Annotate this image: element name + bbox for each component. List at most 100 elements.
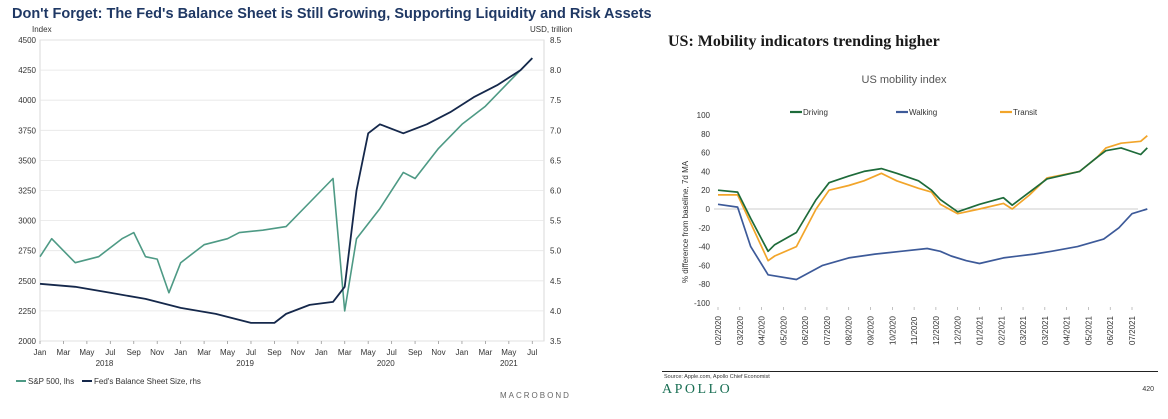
- left-xtick-label: Mar: [57, 348, 71, 357]
- right-xtick-label: 09/2020: [867, 316, 876, 345]
- right-xtick-label: 04/2020: [758, 316, 767, 345]
- series-line-walking: [717, 203, 1148, 281]
- left-axis-label: Index: [32, 25, 52, 34]
- left-xtick-label: Jan: [34, 348, 47, 357]
- macrobond-logo: MACROBOND: [500, 391, 571, 400]
- right-xtick-label: 03/2021: [1041, 316, 1050, 345]
- left-ytick-label: 3500: [18, 156, 36, 165]
- series-line-driving: [717, 147, 1148, 253]
- left-chart-panel: Don't Forget: The Fed's Balance Sheet is…: [0, 0, 652, 419]
- left-xtick-label: Nov: [150, 348, 164, 357]
- right-ytick-label: 6.0: [550, 187, 562, 196]
- right-xtick-label: 05/2020: [779, 316, 788, 345]
- left-xtick-label: Jul: [527, 348, 537, 357]
- right-xtick-label: 02/2021: [997, 316, 1006, 345]
- left-xtick-label: Jul: [105, 348, 115, 357]
- right-ytick-label: -20: [698, 224, 710, 233]
- left-ytick-label: 4000: [18, 96, 36, 105]
- right-xtick-label: 08/2020: [845, 316, 854, 345]
- series-line-transit: [718, 135, 1148, 262]
- left-ytick-label: 2250: [18, 307, 36, 316]
- left-xtick-label: May: [361, 348, 376, 357]
- right-ytick-label: -80: [698, 280, 710, 289]
- apollo-logo: APOLLO: [662, 382, 733, 397]
- right-ytick-label: -60: [698, 261, 710, 270]
- right-ytick-label: 5.0: [550, 247, 562, 256]
- right-ytick-label: 7.0: [550, 126, 562, 135]
- left-xtick-label: Mar: [197, 348, 211, 357]
- right-xtick-label: 12/2020: [932, 316, 941, 345]
- right-xtick-label: 07/2020: [823, 316, 832, 345]
- right-ytick-label: 8.5: [550, 36, 562, 45]
- right-xtick-label: 04/2021: [1063, 316, 1072, 345]
- footer-rule: [662, 371, 1158, 372]
- left-xtick-label: May: [501, 348, 516, 357]
- left-xtick-label: Jul: [387, 348, 397, 357]
- legend-transit: Transit: [1013, 108, 1038, 117]
- left-ytick-label: 3750: [18, 126, 36, 135]
- right-chart-title: US: Mobility indicators trending higher: [668, 33, 940, 50]
- left-xtick-label: Sep: [127, 348, 142, 357]
- right-xtick-label: 05/2021: [1084, 316, 1093, 345]
- left-xtick-label: May: [79, 348, 94, 357]
- right-xtick-label: 06/2021: [1106, 316, 1115, 345]
- right-xtick-label: 11/2020: [910, 316, 919, 345]
- left-xtick-label: Mar: [479, 348, 493, 357]
- right-xtick-label: 03/2021: [1019, 316, 1028, 345]
- right-ytick-label: 100: [697, 111, 711, 120]
- legend-driving: Driving: [803, 108, 828, 117]
- right-xtick-label: 02/2020: [714, 316, 723, 345]
- page-number: 420: [1142, 386, 1154, 393]
- left-xtick-label: Jan: [174, 348, 187, 357]
- left-year-label: 2018: [96, 359, 114, 368]
- left-xtick-label: Sep: [408, 348, 423, 357]
- left-ytick-label: 2000: [18, 337, 36, 346]
- right-axis-label: USD, trillion: [530, 25, 572, 34]
- right-xtick-label: 03/2020: [736, 316, 745, 345]
- right-ytick-label: 3.5: [550, 337, 562, 346]
- right-xtick-label: 06/2020: [801, 316, 810, 345]
- right-ytick-label: 7.5: [550, 96, 562, 105]
- series-line-fed-balance-sheet: [39, 57, 533, 324]
- right-ytick-label: 8.0: [550, 66, 562, 75]
- right-ytick-label: 0: [706, 205, 711, 214]
- left-ytick-label: 4250: [18, 66, 36, 75]
- left-xtick-label: Jul: [246, 348, 256, 357]
- right-ytick-label: 5.5: [550, 217, 562, 226]
- right-ytick-label: 4.5: [550, 277, 562, 286]
- legend-walking: Walking: [909, 108, 937, 117]
- source-note: Source: Apple.com, Apollo Chief Economis…: [664, 374, 770, 380]
- left-xtick-label: May: [220, 348, 235, 357]
- legend-fed: Fed's Balance Sheet Size, rhs: [94, 377, 201, 386]
- left-xtick-label: Mar: [338, 348, 352, 357]
- left-xtick-label: Sep: [267, 348, 282, 357]
- left-ytick-label: 4500: [18, 36, 36, 45]
- right-chart-panel: US: Mobility indicators trending higher …: [640, 0, 1168, 419]
- right-ytick-label: 4.0: [550, 307, 562, 316]
- right-xtick-label: 01/2021: [975, 316, 984, 345]
- right-ytick-label: 6.5: [550, 156, 562, 165]
- left-year-label: 2020: [377, 359, 395, 368]
- left-xtick-label: Jan: [315, 348, 328, 357]
- left-xtick-label: Nov: [291, 348, 305, 357]
- right-ytick-label: 20: [701, 186, 710, 195]
- right-chart-svg: % difference from baseline, 7d MA Drivin…: [681, 108, 1148, 345]
- right-ytick-label: 40: [701, 167, 710, 176]
- right-xtick-label: 07/2021: [1128, 316, 1137, 345]
- right-xtick-label: 10/2020: [888, 316, 897, 345]
- left-xtick-label: Nov: [431, 348, 445, 357]
- left-year-label: 2019: [236, 359, 254, 368]
- right-ytick-label: 60: [701, 149, 710, 158]
- left-ytick-label: 3000: [18, 217, 36, 226]
- right-chart-subtitle: US mobility index: [861, 74, 947, 86]
- left-ytick-label: 2750: [18, 247, 36, 256]
- right-xtick-label: 12/2020: [954, 316, 963, 345]
- left-chart-svg: Index USD, trillion 2000 2250 2500 2750 3000…: [16, 25, 572, 400]
- legend-sp500: S&P 500, lhs: [28, 377, 74, 386]
- right-ytick-label: -40: [698, 243, 710, 252]
- left-ytick-label: 2500: [18, 277, 36, 286]
- left-chart-title: Don't Forget: The Fed's Balance Sheet is…: [12, 6, 652, 22]
- left-ytick-label: 3250: [18, 187, 36, 196]
- left-year-label: 2021: [500, 359, 518, 368]
- right-y-axis-label: % difference from baseline, 7d MA: [681, 160, 690, 283]
